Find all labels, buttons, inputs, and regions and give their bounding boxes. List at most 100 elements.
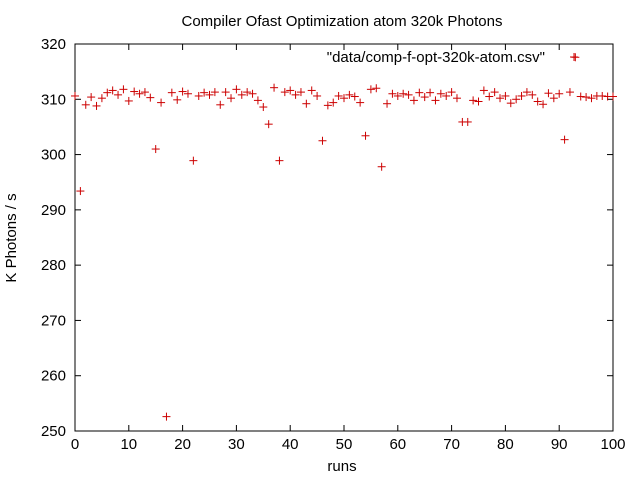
data-point: [340, 94, 348, 103]
data-point: [409, 96, 418, 105]
data-point: [259, 103, 268, 112]
data-point: [280, 88, 289, 97]
data-point: [490, 88, 499, 97]
data-point: [431, 96, 440, 105]
data-point: [571, 53, 580, 62]
data-point: [469, 96, 478, 105]
data-point: [598, 91, 607, 100]
data-point: [307, 86, 316, 95]
y-tick-label: 320: [41, 36, 66, 53]
data-point: [447, 88, 456, 97]
data-point: [71, 91, 79, 100]
data-point: [275, 156, 284, 165]
data-point: [313, 91, 322, 100]
data-point: [178, 87, 187, 96]
x-tick-label: 70: [443, 436, 460, 453]
data-point: [210, 88, 219, 97]
data-point: [350, 92, 359, 101]
data-point: [463, 117, 472, 126]
data-point: [528, 90, 537, 99]
x-tick-label: 50: [336, 436, 353, 453]
data-point: [87, 93, 96, 102]
y-tick-label: 280: [41, 257, 66, 274]
x-tick-label: 80: [497, 436, 514, 453]
data-point: [501, 91, 510, 100]
data-point: [183, 89, 192, 98]
data-point: [119, 85, 128, 94]
data-point: [286, 86, 295, 95]
data-point: [221, 88, 230, 97]
data-point: [232, 85, 241, 94]
y-tick-label: 310: [41, 91, 66, 108]
data-point: [356, 98, 365, 107]
data-point: [576, 92, 585, 101]
data-point: [388, 89, 397, 98]
data-point: [97, 94, 106, 103]
data-point: [151, 145, 160, 154]
data-point: [345, 90, 354, 99]
data-point: [436, 89, 445, 98]
y-tick-label: 270: [41, 312, 66, 329]
data-point: [522, 88, 531, 97]
x-tick-label: 20: [174, 436, 191, 453]
data-point: [474, 97, 483, 106]
data-points: [71, 53, 617, 421]
data-point: [366, 85, 375, 94]
y-axis-label: K Photons / s: [3, 193, 20, 282]
data-point: [81, 100, 90, 109]
x-tick-label: 90: [551, 436, 568, 453]
y-tick-label: 300: [41, 147, 66, 164]
data-point: [248, 89, 257, 98]
data-point: [334, 91, 343, 100]
legend-label: "data/comp-f-opt-320k-atom.csv": [327, 49, 545, 66]
data-point: [549, 94, 558, 103]
data-point: [533, 97, 542, 106]
data-point: [270, 83, 279, 92]
data-point: [361, 131, 370, 140]
data-point: [539, 100, 548, 109]
data-point: [162, 412, 171, 421]
x-tick-label: 30: [228, 436, 245, 453]
data-point: [506, 99, 515, 108]
y-axis: 250 260 270 280 290 300 310 320: [41, 36, 613, 440]
data-point: [296, 88, 305, 97]
x-tick-label: 40: [282, 436, 299, 453]
data-point: [377, 162, 386, 171]
data-point: [517, 91, 526, 100]
x-tick-label: 60: [389, 436, 406, 453]
data-point: [108, 86, 117, 95]
y-tick-label: 290: [41, 202, 66, 219]
data-point: [329, 98, 338, 107]
data-point: [383, 99, 392, 108]
data-point: [189, 156, 198, 165]
data-point: [135, 89, 144, 98]
data-point: [146, 93, 155, 102]
data-point: [194, 91, 203, 100]
data-point: [103, 88, 112, 97]
data-point: [264, 120, 273, 129]
data-point: [291, 90, 300, 99]
data-point: [560, 135, 569, 144]
data-point: [253, 96, 262, 105]
x-tick-label: 10: [120, 436, 137, 453]
data-point: [565, 88, 574, 97]
data-point: [399, 89, 408, 98]
x-axis: 0 10 20 30 40 50 60 70 80 90 100: [71, 44, 626, 453]
data-point: [415, 88, 424, 97]
x-tick-label: 0: [71, 436, 79, 453]
data-point: [216, 100, 225, 109]
data-point: [173, 95, 182, 104]
legend: "data/comp-f-opt-320k-atom.csv": [327, 49, 578, 66]
y-tick-label: 250: [41, 423, 66, 440]
data-point: [318, 136, 327, 145]
data-point: [200, 88, 209, 97]
data-point: [496, 94, 505, 103]
chart-title: Compiler Ofast Optimization atom 320k Ph…: [182, 13, 503, 30]
data-point: [426, 88, 435, 97]
data-point: [237, 90, 246, 99]
data-point: [205, 90, 214, 99]
x-axis-label: runs: [327, 458, 356, 475]
data-point: [130, 87, 139, 96]
data-point: [393, 91, 402, 100]
data-point: [323, 101, 332, 110]
